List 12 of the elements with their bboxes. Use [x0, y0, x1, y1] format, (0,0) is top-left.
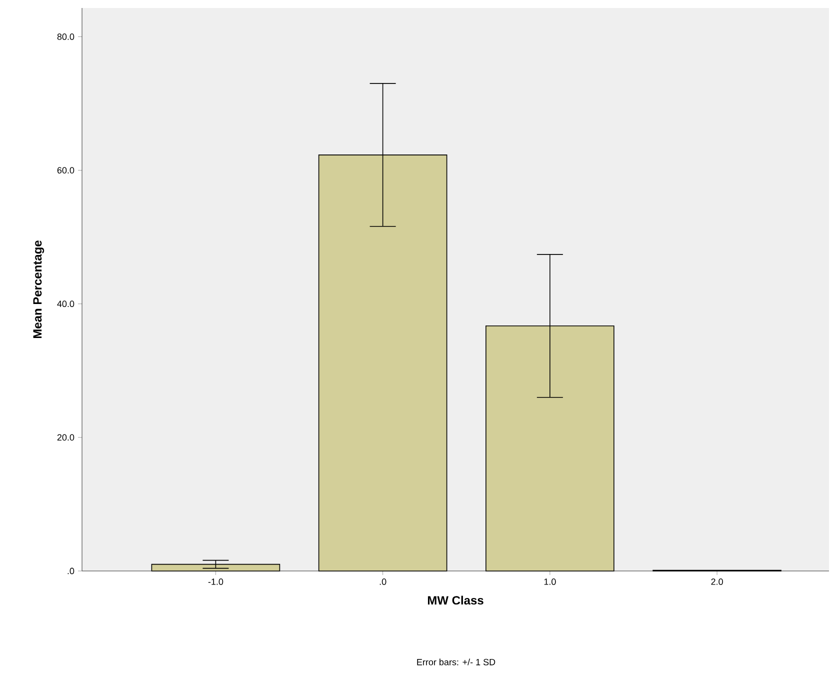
text: Error bars: +/- 1 SD: [417, 658, 496, 666]
x-tick-label: 1.0: [544, 578, 556, 585]
y-tick-label: .0: [68, 568, 74, 574]
x-axis-title: MW Class: [428, 596, 484, 605]
y-tick-label: 40.0: [57, 300, 74, 308]
y-tick-label: 60.0: [57, 167, 74, 174]
x-tick-label: -1.0: [208, 578, 224, 585]
y-axis-title: Mean Percentage: [33, 240, 44, 338]
x-tick-label: 2.0: [711, 578, 723, 585]
x-tick-label: .0: [380, 578, 386, 585]
y-tick-label: 20.0: [57, 434, 74, 441]
y-tick-label: 80.0: [57, 34, 74, 40]
